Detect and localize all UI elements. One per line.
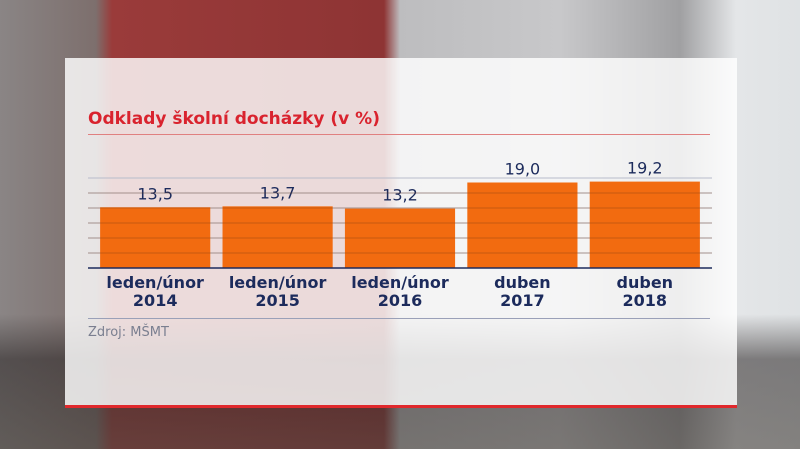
value-label: 13,2 — [382, 186, 418, 205]
value-label: 19,0 — [505, 160, 541, 179]
title-rule — [88, 134, 710, 135]
value-label: 13,7 — [260, 183, 296, 202]
bar — [222, 206, 333, 268]
value-label: 13,5 — [137, 184, 173, 203]
x-tick-label: leden/únor 2016 — [351, 273, 449, 310]
chart-title: Odklady školní docházky (v %) — [88, 109, 380, 129]
x-tick-label: duben 2017 — [494, 273, 551, 310]
bar — [100, 207, 211, 268]
label-rule — [88, 318, 710, 319]
value-label: 19,2 — [627, 159, 663, 178]
x-tick-label: leden/únor 2015 — [228, 273, 327, 310]
x-tick-label: leden/únor 2014 — [106, 273, 204, 310]
bar — [589, 181, 700, 268]
bar — [344, 208, 456, 268]
source: Zdroj: MŠMT — [88, 325, 169, 340]
bar — [467, 182, 578, 268]
x-tick-label: duben 2018 — [616, 273, 674, 310]
